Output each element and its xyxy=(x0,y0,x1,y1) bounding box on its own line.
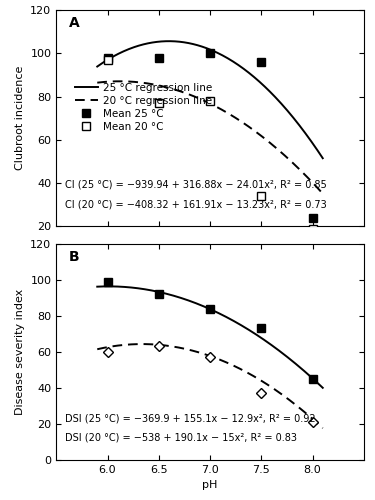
Text: DSI (25 °C) = −369.9 + 155.1x − 12.9x², R² = 0.92: DSI (25 °C) = −369.9 + 155.1x − 12.9x², … xyxy=(66,413,316,423)
Y-axis label: Clubroot incidence: Clubroot incidence xyxy=(15,66,25,170)
Text: DSI (20 °C) = −538 + 190.1x − 15x², R² = 0.83: DSI (20 °C) = −538 + 190.1x − 15x², R² =… xyxy=(66,432,297,442)
Text: A: A xyxy=(69,16,79,30)
Y-axis label: Disease severity index: Disease severity index xyxy=(15,288,25,415)
X-axis label: pH: pH xyxy=(202,480,217,490)
Text: CI (25 °C) = −939.94 + 316.88x − 24.01x², R² = 0.85: CI (25 °C) = −939.94 + 316.88x − 24.01x²… xyxy=(66,180,327,190)
Text: CI (20 °C) = −408.32 + 161.91x − 13.23x², R² = 0.73: CI (20 °C) = −408.32 + 161.91x − 13.23x²… xyxy=(66,199,327,209)
Legend: 25 °C regression line, 20 °C regression line, Mean 25 °C, Mean 20 °C: 25 °C regression line, 20 °C regression … xyxy=(70,78,216,136)
Text: B: B xyxy=(69,250,79,264)
